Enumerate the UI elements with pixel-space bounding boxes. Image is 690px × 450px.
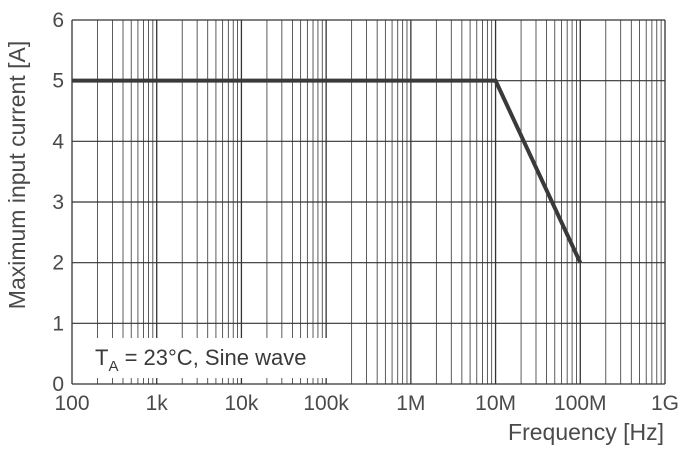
x-tick-label: 10M	[475, 392, 516, 415]
x-tick-label: 1G	[651, 392, 679, 415]
y-tick-label: 6	[52, 9, 64, 32]
x-tick-label: 100	[54, 392, 89, 415]
annotation-rest: = 23°C, Sine wave	[118, 345, 306, 370]
annotation-text: TA = 23°C, Sine wave	[95, 345, 306, 375]
annotation-subscript: A	[108, 358, 118, 375]
x-tick-label: 1k	[146, 392, 169, 415]
y-tick-label: 0	[52, 373, 64, 396]
y-tick-label: 4	[52, 130, 64, 153]
x-tick-label: 100M	[554, 392, 607, 415]
y-tick-label: 3	[52, 191, 64, 214]
series-line	[72, 78, 583, 264]
x-tick-label: 1M	[396, 392, 425, 415]
data-series	[72, 78, 583, 264]
annotation-background	[88, 338, 344, 378]
y-tick-label: 1	[52, 312, 64, 335]
x-tick-label: 10k	[224, 392, 258, 415]
x-tick-labels: 100 1k 10k 100k 1M 10M 100M 1G	[54, 392, 679, 415]
x-tick-label: 100k	[303, 392, 349, 415]
y-tick-labels: 0 1 2 3 4 5 6	[52, 9, 64, 396]
y-tick-label: 5	[52, 70, 64, 93]
y-axis-title: Maximum input current [A]	[4, 41, 30, 309]
x-axis-title: Frequency [Hz]	[508, 419, 664, 445]
annotation-main: T	[95, 345, 108, 370]
y-tick-label: 2	[52, 252, 64, 275]
